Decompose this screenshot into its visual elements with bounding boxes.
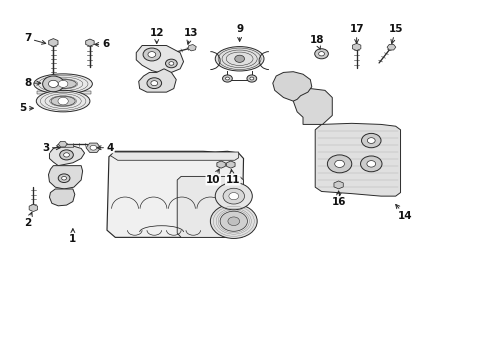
Circle shape [151, 81, 158, 86]
Circle shape [366, 161, 375, 167]
Circle shape [147, 78, 161, 89]
Polygon shape [110, 152, 238, 160]
Text: 6: 6 [95, 40, 109, 49]
Text: 5: 5 [19, 103, 33, 113]
Text: 4: 4 [97, 143, 114, 153]
Circle shape [61, 176, 66, 180]
Text: 2: 2 [24, 212, 32, 228]
Text: 10: 10 [205, 169, 220, 185]
Circle shape [215, 183, 252, 210]
Circle shape [63, 153, 69, 157]
Circle shape [228, 193, 238, 200]
Text: 16: 16 [331, 191, 345, 207]
Polygon shape [48, 166, 82, 189]
Polygon shape [57, 144, 73, 147]
Circle shape [227, 217, 239, 226]
Ellipse shape [51, 96, 75, 106]
Circle shape [220, 211, 247, 231]
Polygon shape [272, 72, 311, 101]
Polygon shape [315, 123, 400, 196]
Circle shape [366, 138, 374, 143]
Circle shape [143, 48, 160, 61]
Text: 3: 3 [42, 143, 60, 153]
Text: 11: 11 [225, 170, 240, 185]
Circle shape [222, 75, 232, 82]
Polygon shape [86, 143, 101, 152]
Polygon shape [107, 151, 243, 237]
Ellipse shape [215, 46, 264, 71]
Text: 13: 13 [183, 28, 198, 44]
Polygon shape [333, 181, 343, 189]
Circle shape [234, 55, 244, 62]
Text: 9: 9 [236, 24, 243, 41]
Circle shape [90, 145, 97, 150]
Circle shape [58, 80, 68, 87]
Circle shape [360, 156, 381, 172]
Text: 14: 14 [395, 204, 412, 221]
Polygon shape [217, 161, 225, 168]
Circle shape [48, 80, 58, 87]
Circle shape [334, 160, 344, 167]
Polygon shape [352, 43, 360, 50]
Circle shape [327, 155, 351, 173]
Circle shape [361, 134, 380, 148]
Circle shape [225, 77, 229, 80]
Circle shape [314, 49, 328, 59]
Circle shape [165, 59, 177, 68]
Text: 17: 17 [348, 24, 363, 44]
Text: 12: 12 [149, 28, 163, 44]
Polygon shape [29, 204, 38, 212]
Polygon shape [58, 141, 67, 147]
Circle shape [168, 62, 173, 65]
Text: 18: 18 [309, 35, 323, 49]
Ellipse shape [36, 90, 90, 112]
Polygon shape [49, 189, 75, 206]
Circle shape [60, 150, 73, 160]
Polygon shape [293, 89, 331, 125]
Circle shape [148, 51, 156, 57]
Polygon shape [37, 91, 91, 94]
Text: 7: 7 [24, 33, 46, 44]
Circle shape [42, 76, 64, 92]
Text: 8: 8 [24, 78, 41, 88]
Circle shape [58, 97, 68, 105]
Polygon shape [49, 39, 58, 46]
Polygon shape [386, 44, 395, 50]
Ellipse shape [50, 79, 76, 89]
Polygon shape [177, 176, 243, 237]
Circle shape [246, 75, 256, 82]
Polygon shape [49, 146, 84, 166]
Circle shape [223, 188, 244, 204]
Polygon shape [85, 39, 94, 46]
Circle shape [249, 77, 253, 80]
Text: 1: 1 [69, 229, 76, 244]
Polygon shape [226, 161, 235, 168]
Text: 15: 15 [387, 24, 402, 44]
Polygon shape [136, 45, 183, 73]
Circle shape [210, 204, 257, 238]
Circle shape [58, 174, 70, 183]
Ellipse shape [34, 74, 92, 94]
Circle shape [318, 51, 324, 56]
Polygon shape [139, 69, 176, 92]
Polygon shape [187, 45, 196, 51]
